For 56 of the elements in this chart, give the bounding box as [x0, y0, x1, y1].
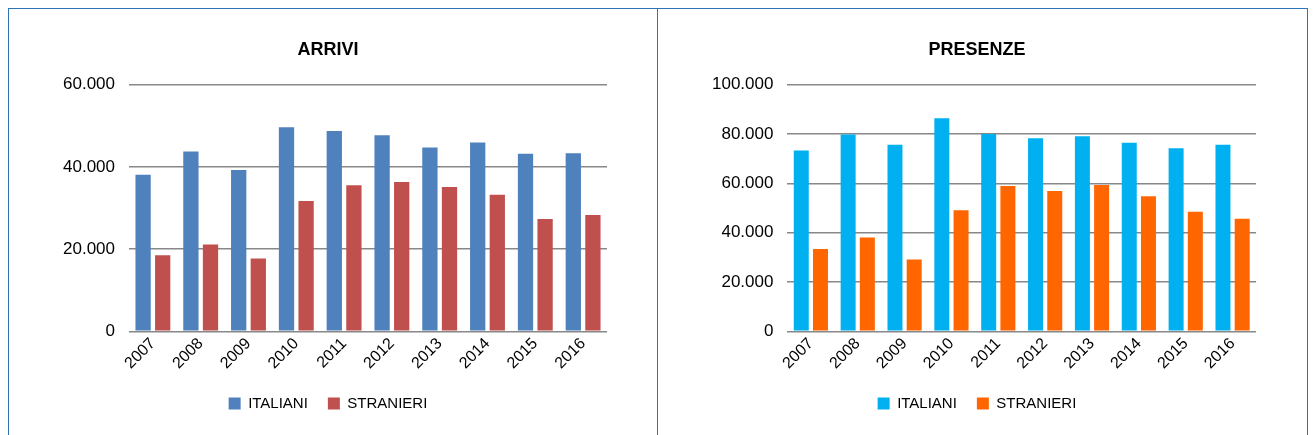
bar	[517, 153, 534, 331]
bar	[906, 259, 922, 331]
bar	[1168, 148, 1184, 331]
y-tick-label: 20.000	[63, 238, 115, 258]
y-tick-label: 0	[763, 320, 774, 340]
bar	[250, 258, 266, 331]
bar	[155, 255, 171, 331]
bar	[981, 133, 997, 331]
bar	[1140, 196, 1156, 331]
bar	[470, 142, 486, 331]
bar	[537, 219, 553, 331]
y-tick-label: 40.000	[721, 222, 774, 242]
bar	[1028, 138, 1044, 331]
bar	[812, 249, 828, 331]
bar	[1074, 136, 1090, 331]
bar	[1121, 142, 1137, 331]
bar	[887, 144, 903, 331]
bar	[859, 237, 875, 331]
bar	[231, 170, 247, 331]
bar	[298, 200, 314, 331]
bar	[1047, 190, 1063, 331]
legend-label: ITALIANI	[248, 393, 308, 411]
bar	[1094, 184, 1110, 331]
bar	[840, 134, 856, 331]
bar	[489, 194, 505, 331]
bar	[346, 185, 362, 331]
bar	[1000, 185, 1016, 331]
bar	[793, 150, 809, 331]
y-tick-label: 60.000	[721, 172, 774, 192]
bar	[422, 147, 438, 331]
bar	[441, 186, 458, 331]
bar	[1187, 211, 1203, 331]
y-tick-label: 40.000	[63, 156, 115, 176]
legend-label: STRANIERI	[996, 393, 1077, 411]
bar	[953, 210, 969, 331]
bar	[1234, 218, 1250, 331]
bar	[565, 153, 581, 331]
y-tick-label: 80.000	[721, 123, 774, 143]
bar	[585, 214, 601, 331]
chart-title: ARRIVI	[297, 38, 359, 59]
y-tick-label: 100.000	[712, 74, 774, 94]
chart-title: PRESENZE	[928, 38, 1026, 59]
bar	[374, 135, 390, 331]
y-tick-label: 20.000	[721, 271, 774, 291]
bar	[326, 131, 342, 331]
y-tick-label: 0	[105, 320, 115, 340]
legend-label: ITALIANI	[897, 393, 957, 411]
bar	[1215, 144, 1231, 331]
bar	[934, 118, 950, 331]
legend-label: STRANIERI	[347, 393, 428, 411]
y-tick-label: 60.000	[63, 74, 115, 94]
bar	[202, 244, 219, 331]
bar	[135, 174, 151, 331]
bar	[278, 127, 295, 331]
bar	[183, 151, 199, 331]
bar	[394, 182, 410, 331]
